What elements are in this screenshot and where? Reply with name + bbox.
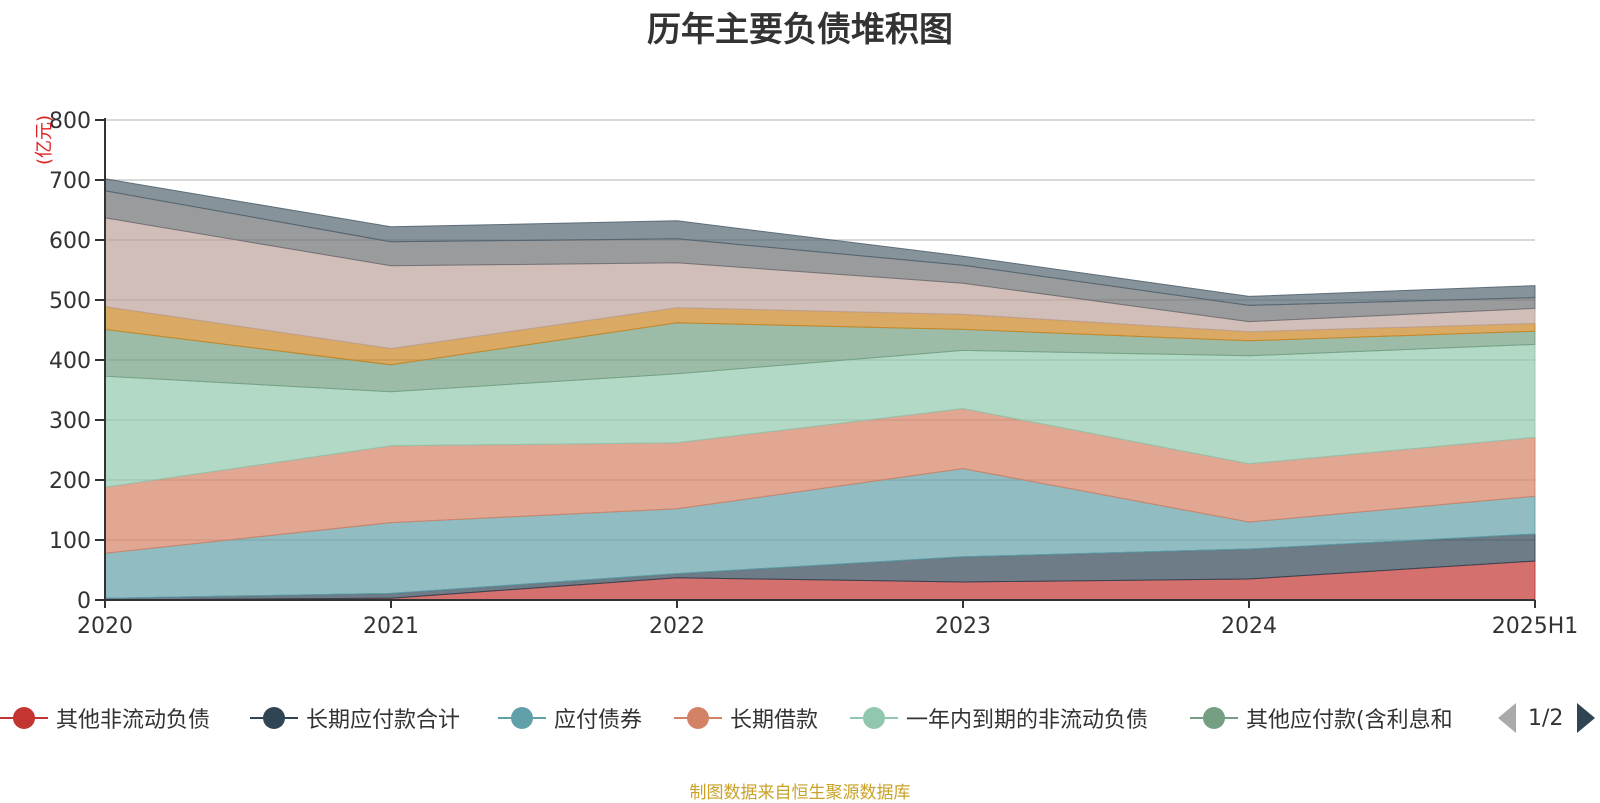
legend-label: 其他应付款(含利息和: [1246, 708, 1453, 733]
legend-marker-icon: [0, 706, 48, 730]
x-tick-label: 2021: [363, 614, 419, 639]
y-axis-label: (亿元): [34, 115, 55, 165]
legend-item-other-payables[interactable]: 其他应付款(含利息和: [1190, 700, 1453, 736]
axes: 0 100 200 300 400 500 600 700 800 2020 2021 2022 202…: [49, 109, 1578, 639]
area-series-10: [104, 178, 1536, 306]
y-tick-label: 200: [49, 469, 91, 494]
legend-pager: 1/2: [1498, 700, 1596, 736]
legend-item-current-portion-noncurrent[interactable]: 一年内到期的非流动负债: [850, 700, 1148, 736]
legend: 其他非流动负债 长期应付款合计 应付债券 长期借款 一年内到期的非流动负债: [0, 700, 1600, 736]
legend-label: 应付债券: [554, 708, 643, 733]
data-source-note: 制图数据来自恒生聚源数据库: [689, 783, 911, 803]
legend-marker-icon: [850, 706, 898, 730]
legend-marker-icon: [674, 706, 722, 730]
legend-label: 长期应付款合计: [306, 708, 461, 733]
y-tick-label: 700: [49, 169, 91, 194]
pager-prev-icon[interactable]: [1498, 703, 1516, 733]
pager-page-indicator: 1/2: [1528, 705, 1564, 731]
y-tick-label: 100: [49, 529, 91, 554]
legend-marker-icon: [250, 706, 298, 730]
legend-item-long-term-payables[interactable]: 长期应付款合计: [250, 700, 460, 736]
legend-item-other-noncurrent[interactable]: 其他非流动负债: [0, 700, 210, 736]
y-tick-label: 400: [49, 349, 91, 374]
y-tick-label: 300: [49, 409, 91, 434]
chart-title: 历年主要负债堆积图: [647, 10, 953, 50]
legend-marker-icon: [1190, 706, 1238, 730]
y-tick-label: 800: [49, 109, 91, 134]
legend-item-bonds-payable[interactable]: 应付债券: [498, 700, 642, 736]
legend-marker-icon: [498, 706, 546, 730]
legend-label: 一年内到期的非流动负债: [906, 708, 1149, 733]
legend-item-long-term-loans[interactable]: 长期借款: [674, 700, 818, 736]
y-tick-label: 600: [49, 229, 91, 254]
x-tick-label: 2024: [1221, 614, 1277, 639]
y-tick-label: 0: [77, 589, 91, 614]
area-series: [104, 178, 1536, 601]
x-tick-label: 2022: [649, 614, 705, 639]
x-tick-label: 2020: [77, 614, 133, 639]
y-tick-label: 500: [49, 289, 91, 314]
pager-next-icon[interactable]: [1577, 703, 1596, 733]
x-tick-label: 2025H1: [1492, 614, 1579, 639]
legend-label: 长期借款: [730, 708, 819, 733]
x-tick-label: 2023: [935, 614, 991, 639]
legend-label: 其他非流动负债: [56, 708, 211, 733]
